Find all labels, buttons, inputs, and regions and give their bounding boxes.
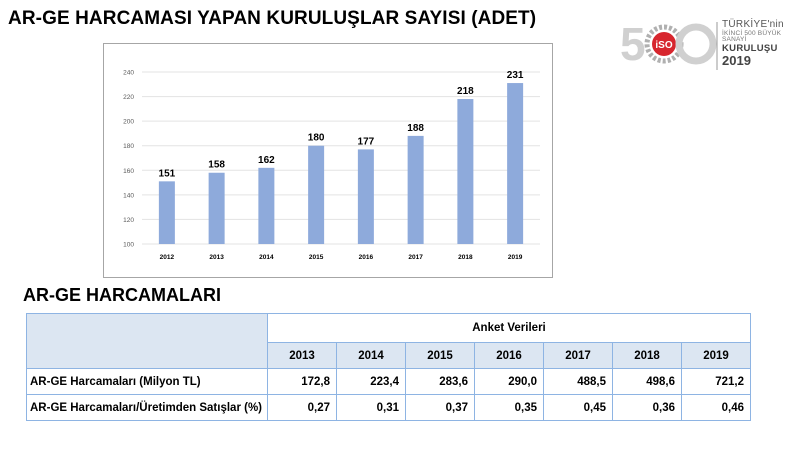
table-year-header: 2018: [612, 342, 682, 369]
table-cell: 498,6: [612, 368, 682, 395]
data-label: 231: [507, 70, 524, 81]
x-tick-label: 2016: [359, 254, 374, 261]
bar: [457, 99, 474, 245]
iso-500-logo: 5 iSO: [620, 18, 718, 70]
bar: [258, 167, 275, 244]
table-cell: 283,6: [405, 368, 475, 395]
table-cell: 0,27: [267, 394, 337, 421]
table-year-header: 2017: [543, 342, 613, 369]
y-tick-label: 100: [123, 242, 134, 249]
table-cell: 0,45: [543, 394, 613, 421]
table-group-header: Anket Verileri: [267, 313, 751, 343]
table-cell: 223,4: [336, 368, 406, 395]
bar: [208, 172, 225, 244]
table-year-header: 2019: [681, 342, 751, 369]
table-cell: 488,5: [543, 368, 613, 395]
x-tick-label: 2014: [259, 254, 274, 261]
bar: [507, 83, 524, 244]
data-label: 162: [258, 155, 275, 166]
table-cell: 172,8: [267, 368, 337, 395]
logo-line-1: TÜRKİYE'nin: [722, 19, 784, 30]
data-label: 158: [208, 160, 225, 171]
y-tick-label: 200: [123, 119, 134, 126]
page-title: AR-GE HARCAMASI YAPAN KURULUŞLAR SAYISI …: [8, 8, 537, 29]
table-cell: 0,36: [612, 394, 682, 421]
svg-text:5: 5: [620, 18, 646, 70]
bar: [407, 135, 424, 244]
table-year-header: 2016: [474, 342, 544, 369]
y-tick-label: 160: [123, 168, 134, 175]
x-tick-label: 2018: [458, 254, 473, 261]
x-tick-label: 2017: [408, 254, 423, 261]
table-row: AR-GE Harcamaları/Üretimden Satışlar (%)…: [26, 394, 751, 421]
y-tick-label: 140: [123, 192, 134, 199]
table-year-header: 2014: [336, 342, 406, 369]
table-cell: 0,35: [474, 394, 544, 421]
table-year-header: 2013: [267, 342, 337, 369]
x-tick-label: 2019: [508, 254, 523, 261]
x-tick-label: 2015: [309, 254, 324, 261]
table-cell: 290,0: [474, 368, 544, 395]
table-group-header-row: Anket Verileri: [26, 313, 751, 369]
table-corner-cell: [26, 313, 268, 369]
table-year-header: 2015: [405, 342, 475, 369]
table-cell: 0,46: [681, 394, 751, 421]
data-label: 177: [358, 136, 375, 147]
table-cell: 0,37: [405, 394, 475, 421]
bar-chart: 100 120 140 160 180 200 220 240 151 2012 158 2013 16…: [123, 70, 540, 261]
data-label: 218: [457, 86, 474, 97]
table-row: AR-GE Harcamaları (Milyon TL) 172,8 223,4 2…: [26, 368, 751, 395]
x-tick-label: 2012: [160, 254, 175, 261]
y-tick-label: 240: [123, 70, 134, 77]
bar-chart-frame: 100 120 140 160 180 200 220 240 151 2012 158 2013 16…: [103, 43, 553, 278]
logo-year: 2019: [722, 53, 751, 69]
logo-text: TÜRKİYE'nin İKİNCİ 500 BÜYÜK SANAYİ KURU…: [722, 19, 800, 69]
table-cell: 721,2: [681, 368, 751, 395]
section-title: AR-GE HARCAMALARI: [23, 285, 221, 305]
logo-line-2: İKİNCİ 500 BÜYÜK SANAYİ: [722, 29, 782, 44]
table-row-label: AR-GE Harcamaları (Milyon TL): [26, 368, 268, 395]
bar: [158, 181, 175, 244]
data-label: 151: [159, 168, 176, 179]
rd-expenditure-table: Anket Verileri 2013 2014 2015 2016 2017 2018 2…: [26, 313, 751, 421]
y-tick-label: 180: [123, 143, 134, 150]
data-label: 180: [308, 133, 325, 144]
bar: [357, 149, 374, 244]
table-cell: 0,31: [336, 394, 406, 421]
table-year-row: 2013 2014 2015 2016 2017 2018 2019: [27, 342, 751, 369]
bar: [308, 145, 325, 244]
y-tick-label: 120: [123, 217, 134, 224]
logo-line-3: KURULUŞU: [722, 43, 778, 55]
y-tick-label: 220: [123, 94, 134, 101]
data-label: 188: [407, 123, 424, 134]
svg-text:iSO: iSO: [655, 40, 672, 51]
table-row-label: AR-GE Harcamaları/Üretimden Satışlar (%): [26, 394, 268, 421]
x-tick-label: 2013: [209, 254, 224, 261]
